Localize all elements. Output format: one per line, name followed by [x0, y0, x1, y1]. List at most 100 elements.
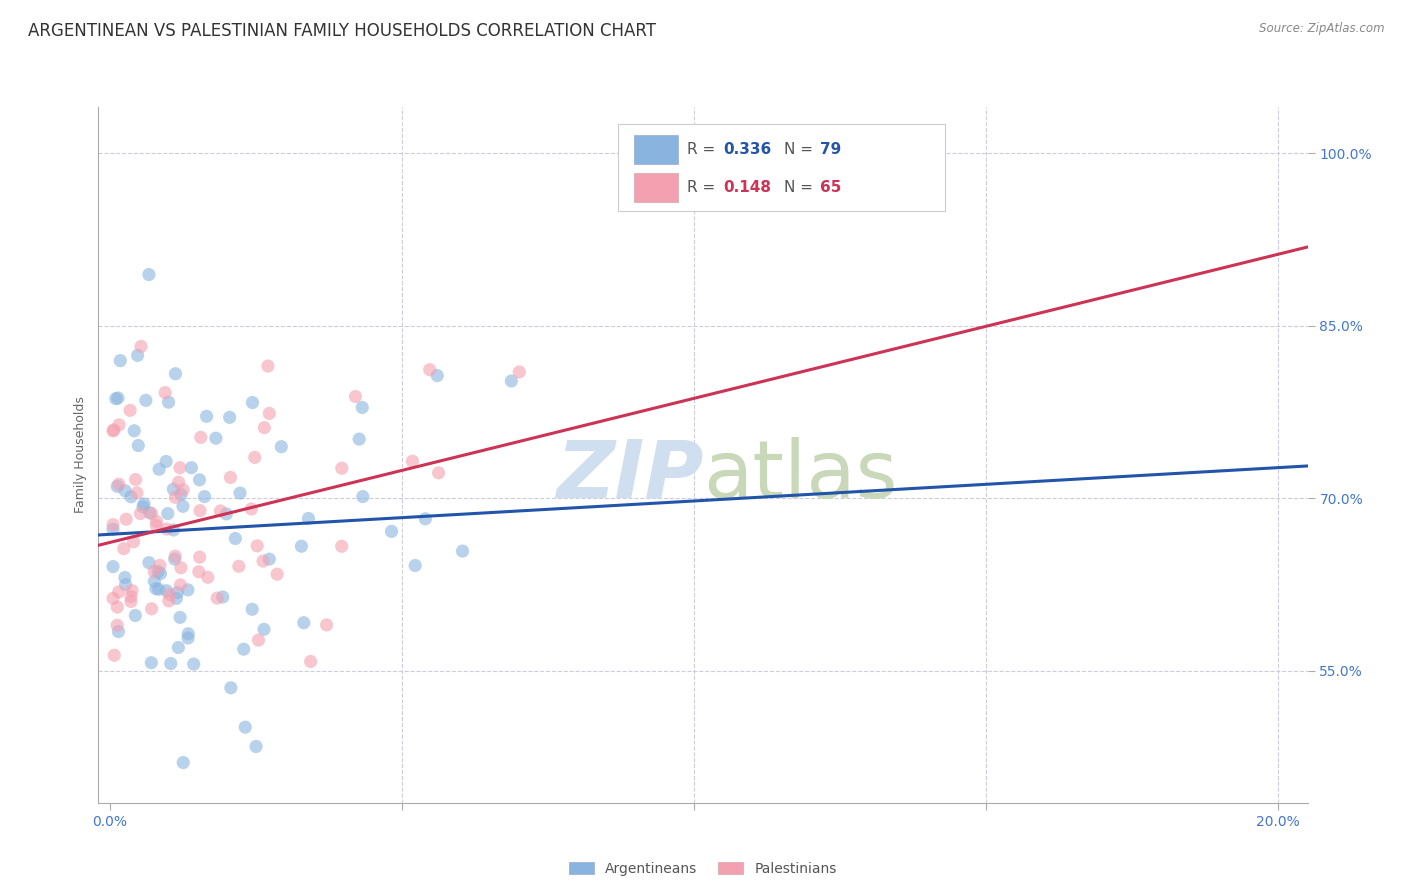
Point: [146, 565, 169, 579]
Point: [120, 403, 142, 417]
Point: [290, 539, 312, 553]
Point: [242, 395, 264, 409]
Point: [105, 479, 128, 493]
Text: R =: R =: [688, 142, 720, 157]
Point: [157, 395, 180, 409]
Point: [292, 615, 315, 630]
Point: [143, 565, 166, 579]
Point: [101, 559, 124, 574]
Point: [253, 623, 276, 637]
Point: [501, 374, 523, 388]
Point: [169, 460, 191, 475]
Point: [188, 473, 211, 487]
Text: 65: 65: [820, 180, 842, 195]
Point: [165, 490, 187, 504]
Point: [148, 462, 170, 476]
Point: [120, 594, 142, 608]
Point: [107, 391, 129, 405]
Point: [243, 450, 266, 465]
Point: [124, 473, 146, 487]
Point: [101, 522, 124, 536]
Point: [427, 466, 450, 480]
Point: [177, 626, 200, 640]
Point: [129, 507, 152, 521]
Point: [101, 517, 124, 532]
Point: [195, 409, 218, 424]
Point: [193, 490, 215, 504]
Point: [177, 631, 200, 645]
Point: [183, 657, 205, 671]
Point: [188, 503, 211, 517]
Point: [149, 558, 172, 573]
Point: [138, 556, 160, 570]
Text: 79: 79: [820, 142, 842, 157]
Point: [155, 583, 177, 598]
Point: [404, 558, 426, 573]
Point: [141, 507, 163, 521]
Point: [108, 477, 131, 491]
Point: [228, 559, 250, 574]
Point: [347, 432, 370, 446]
Point: [205, 431, 228, 445]
Point: [141, 656, 163, 670]
Point: [115, 512, 138, 526]
Point: [299, 655, 322, 669]
Point: [259, 552, 281, 566]
Point: [229, 486, 252, 500]
Legend: Argentineans, Palestinians: Argentineans, Palestinians: [562, 855, 844, 883]
Point: [197, 570, 219, 584]
Point: [209, 504, 232, 518]
Point: [104, 392, 127, 406]
Text: N =: N =: [785, 180, 818, 195]
Point: [110, 353, 132, 368]
Point: [315, 618, 337, 632]
Point: [352, 401, 374, 415]
Point: [218, 410, 240, 425]
Point: [187, 565, 209, 579]
Point: [107, 585, 129, 599]
Point: [215, 507, 238, 521]
Point: [205, 591, 228, 606]
Point: [162, 523, 184, 537]
Point: [149, 566, 172, 581]
Point: [253, 420, 276, 434]
Point: [148, 582, 170, 597]
Point: [297, 511, 319, 525]
Point: [330, 539, 353, 553]
Point: [219, 681, 242, 695]
Point: [219, 470, 242, 484]
Point: [156, 507, 179, 521]
FancyBboxPatch shape: [619, 124, 945, 211]
Point: [172, 483, 194, 497]
Point: [167, 475, 190, 490]
Point: [451, 544, 474, 558]
Point: [145, 582, 167, 596]
Point: [508, 365, 530, 379]
Point: [159, 657, 181, 671]
Point: [211, 590, 233, 604]
Text: N =: N =: [785, 142, 818, 157]
Point: [233, 720, 256, 734]
Point: [132, 500, 155, 514]
Point: [170, 487, 193, 501]
Point: [257, 359, 280, 373]
Point: [190, 430, 212, 444]
Point: [380, 524, 402, 539]
Point: [132, 497, 155, 511]
Point: [245, 739, 267, 754]
Point: [177, 582, 200, 597]
Point: [112, 541, 135, 556]
Point: [415, 512, 437, 526]
Point: [266, 567, 288, 582]
Point: [125, 486, 148, 500]
Point: [114, 483, 136, 498]
Point: [143, 574, 166, 589]
Text: 0.336: 0.336: [724, 142, 772, 157]
Point: [224, 532, 246, 546]
Point: [155, 454, 177, 468]
Point: [401, 454, 423, 468]
Point: [156, 522, 179, 536]
Y-axis label: Family Households: Family Households: [75, 396, 87, 514]
Point: [103, 648, 125, 663]
FancyBboxPatch shape: [634, 173, 678, 202]
